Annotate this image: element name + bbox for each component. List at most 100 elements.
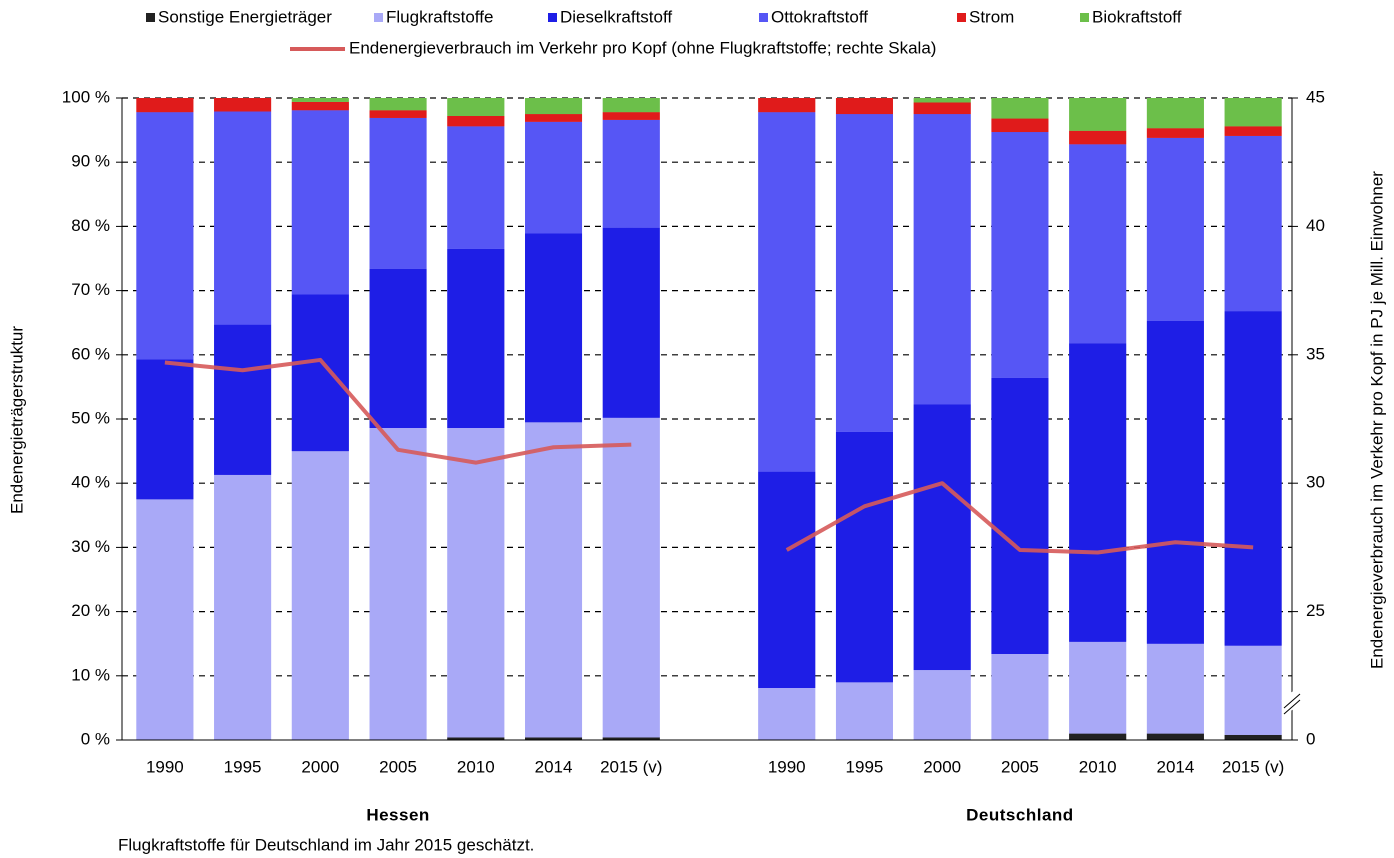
bar-shade xyxy=(291,98,349,102)
bar-shade xyxy=(1224,98,1282,127)
y2-tick-label: 45 xyxy=(1306,87,1325,106)
axis-break xyxy=(1283,693,1301,709)
legend-swatch xyxy=(957,13,966,22)
x-tick-label: 2010 xyxy=(457,757,495,776)
x-tick-label: 2000 xyxy=(301,757,339,776)
legend-swatch xyxy=(146,13,155,22)
bar-shade xyxy=(136,499,194,740)
bar-shade xyxy=(291,101,349,111)
x-tick-label: 2015 (v) xyxy=(600,757,662,776)
bar-shade xyxy=(1146,733,1204,740)
y-tick-label: 60 % xyxy=(71,344,110,363)
bar-shade xyxy=(1224,734,1282,740)
bar-shade xyxy=(525,98,583,115)
bar-shade xyxy=(758,687,816,740)
x-tick-label: 2005 xyxy=(1001,757,1039,776)
bar-shade xyxy=(991,98,1049,119)
bar-shade xyxy=(1069,733,1127,740)
y-tick-label: 20 % xyxy=(71,601,110,620)
x-tick-label: 1995 xyxy=(846,757,884,776)
x-tick-label: 2010 xyxy=(1079,757,1117,776)
y2-tick-label: 30 xyxy=(1306,473,1325,492)
bar-shade xyxy=(214,98,272,112)
y-tick-label: 50 % xyxy=(71,408,110,427)
bar-shade xyxy=(758,112,816,472)
bar-shade xyxy=(602,417,660,738)
bar-shade xyxy=(913,404,971,671)
bar-shade xyxy=(991,132,1049,378)
bar-shade xyxy=(1224,645,1282,735)
bar-shade xyxy=(369,110,427,118)
y-tick-label: 0 % xyxy=(81,729,110,748)
bar-shade xyxy=(447,126,505,249)
bar-shade xyxy=(835,431,893,683)
bar-shade xyxy=(991,653,1049,740)
bar-shade xyxy=(1146,98,1204,129)
y-tick-label: 40 % xyxy=(71,473,110,492)
y-tick-label: 90 % xyxy=(71,152,110,171)
bar-shade xyxy=(525,121,583,234)
bar-shade xyxy=(913,670,971,740)
bar-shade xyxy=(1146,137,1204,321)
legend-label: Flugkraftstoffe xyxy=(386,7,493,26)
legend-swatch xyxy=(374,13,383,22)
bar-shade xyxy=(214,111,272,325)
legend-label: Endenergieverbrauch im Verkehr pro Kopf … xyxy=(349,38,936,57)
legend-label: Ottokraftstoff xyxy=(771,7,868,26)
legend-label: Biokraftstoff xyxy=(1092,7,1182,26)
x-tick-label: 1995 xyxy=(224,757,262,776)
x-tick-label: 2005 xyxy=(379,757,417,776)
bar-shade xyxy=(447,115,505,127)
bar-shade xyxy=(835,682,893,740)
bar-shade xyxy=(913,102,971,115)
legend-label: Dieselkraftstoff xyxy=(560,7,672,26)
bar-shade xyxy=(1146,643,1204,734)
y-axis-title: Endenergieträgerstruktur xyxy=(7,326,26,514)
x-tick-label: 2014 xyxy=(535,757,573,776)
bar-shade xyxy=(525,114,583,122)
footnote: Flugkraftstoffe für Deutschland im Jahr … xyxy=(118,835,534,854)
bar-shade xyxy=(1224,135,1282,312)
bar-shade xyxy=(291,294,349,452)
bar-shade xyxy=(1146,320,1204,644)
y2-tick-label: 0 xyxy=(1306,729,1315,748)
bar-shade xyxy=(447,248,505,428)
bar-shade xyxy=(758,98,816,113)
legend-label: Strom xyxy=(969,7,1014,26)
group-label: Hessen xyxy=(366,805,429,824)
legend-swatch xyxy=(759,13,768,22)
bar-shade xyxy=(913,98,971,103)
bar-shade xyxy=(602,227,660,418)
bar-shade xyxy=(1069,98,1127,131)
axis-break xyxy=(1283,699,1301,715)
x-tick-label: 1990 xyxy=(146,757,184,776)
bar-shade xyxy=(1224,311,1282,646)
bar-shade xyxy=(525,422,583,738)
bar-shade xyxy=(291,110,349,295)
bar-shade xyxy=(525,737,583,740)
bar-shade xyxy=(602,119,660,228)
group-label: Deutschland xyxy=(966,805,1074,824)
x-tick-label: 2014 xyxy=(1156,757,1194,776)
y-tick-label: 30 % xyxy=(71,537,110,556)
bar-shade xyxy=(214,324,272,475)
bar-shade xyxy=(1069,343,1127,642)
legend-label: Sonstige Energieträger xyxy=(158,7,332,26)
bar-shade xyxy=(369,98,427,111)
bar-shade xyxy=(291,451,349,740)
bar-shade xyxy=(214,474,272,740)
bar-shade xyxy=(525,233,583,423)
bar-shade xyxy=(602,112,660,120)
x-tick-label: 2000 xyxy=(923,757,961,776)
bar-shade xyxy=(447,98,505,116)
bar-shade xyxy=(136,98,194,113)
bar-shade xyxy=(758,471,816,688)
y2-axis-title: Endenergieverbrauch im Verkehr pro Kopf … xyxy=(1367,171,1386,669)
y2-tick-label: 25 xyxy=(1306,601,1325,620)
bar-shade xyxy=(1146,128,1204,138)
bar-shade xyxy=(835,98,893,115)
bar-shade xyxy=(602,98,660,113)
x-tick-label: 2015 (v) xyxy=(1222,757,1284,776)
bar-shade xyxy=(1069,130,1127,145)
